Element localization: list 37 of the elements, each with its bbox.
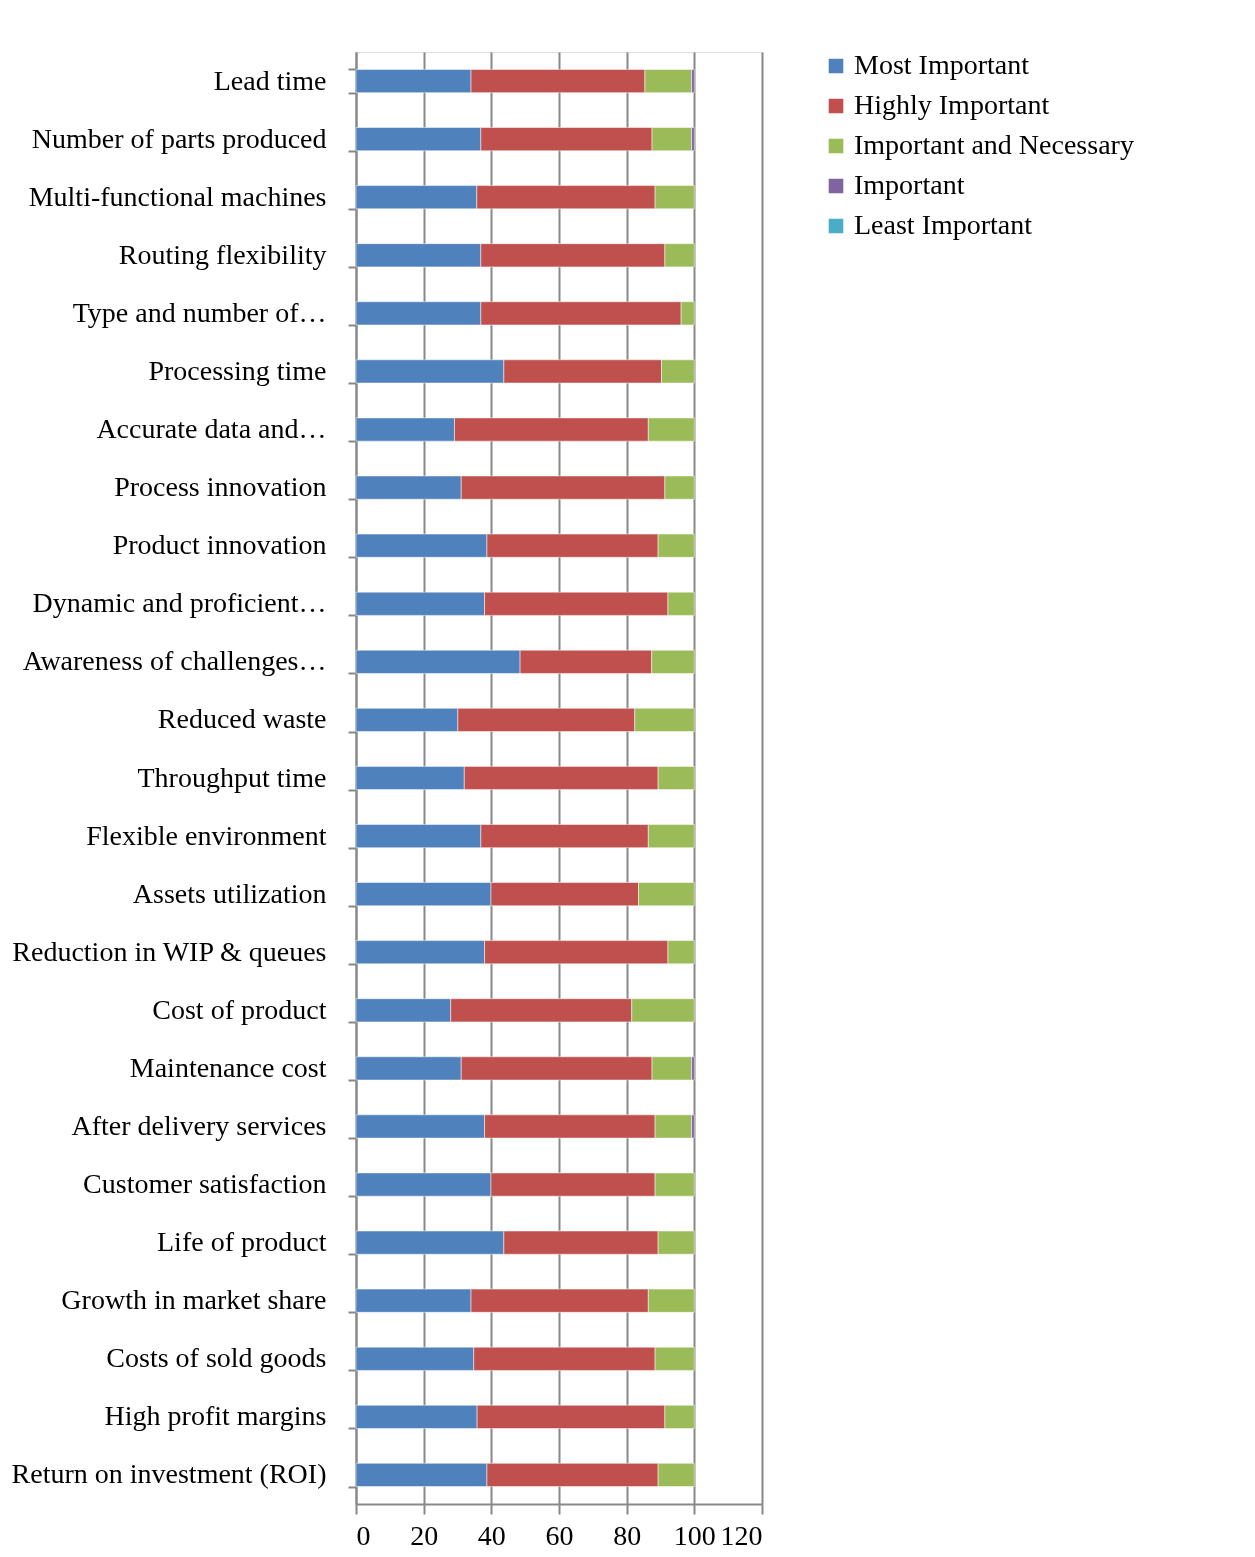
x-tick-label: 100: [673, 1519, 716, 1551]
y-tick-label: Processing time: [148, 354, 327, 386]
legend-label: Important and Necessary: [854, 129, 1134, 160]
y-tick-label: Process innovation: [114, 471, 327, 503]
y-tick-label: Return on investment (ROI): [11, 1458, 327, 1490]
y-tick-label: Maintenance cost: [129, 1051, 327, 1083]
y-tick-label: Number of parts produced: [31, 122, 327, 154]
y-tick-label: Customer satisfaction: [83, 1168, 327, 1200]
y-tick-label: Growth in market share: [61, 1284, 327, 1316]
y-tick-label: Awareness of challenges…: [22, 645, 327, 677]
x-tick-label: 120: [720, 1519, 763, 1551]
y-tick-label: Lead time: [213, 64, 327, 96]
x-tick-label: 80: [613, 1519, 642, 1551]
y-tick-label: Reduction in WIP & queues: [12, 935, 327, 967]
y-tick-label: Type and number of…: [72, 296, 327, 328]
y-tick-label: Costs of sold goods: [106, 1342, 327, 1374]
legend-label: Least Important: [854, 209, 1033, 240]
x-tick-label: 60: [545, 1519, 574, 1551]
y-tick-label: Reduced waste: [157, 703, 327, 735]
y-tick-label: After delivery services: [71, 1109, 327, 1141]
y-tick-label: Throughput time: [137, 761, 327, 793]
y-tick-label: Assets utilization: [132, 877, 327, 909]
y-tick-label: Dynamic and proficient…: [32, 587, 327, 619]
x-tick-label: 0: [356, 1519, 371, 1551]
legend-label: Highly Important: [854, 89, 1050, 120]
y-tick-label: High profit margins: [104, 1400, 327, 1432]
x-tick-label: 20: [410, 1519, 439, 1551]
y-tick-label: Product innovation: [112, 529, 327, 561]
legend-label: Important: [854, 169, 965, 200]
y-tick-label: Multi-functional machines: [28, 180, 327, 212]
y-tick-label: Accurate data and…: [96, 413, 327, 445]
y-tick-label: Routing flexibility: [118, 238, 327, 270]
x-tick-label: 40: [477, 1519, 506, 1551]
y-tick-label: Flexible environment: [86, 819, 327, 851]
legend-label: Most Important: [854, 49, 1030, 80]
y-tick-label: Life of product: [157, 1226, 327, 1258]
y-tick-label: Cost of product: [152, 993, 327, 1025]
